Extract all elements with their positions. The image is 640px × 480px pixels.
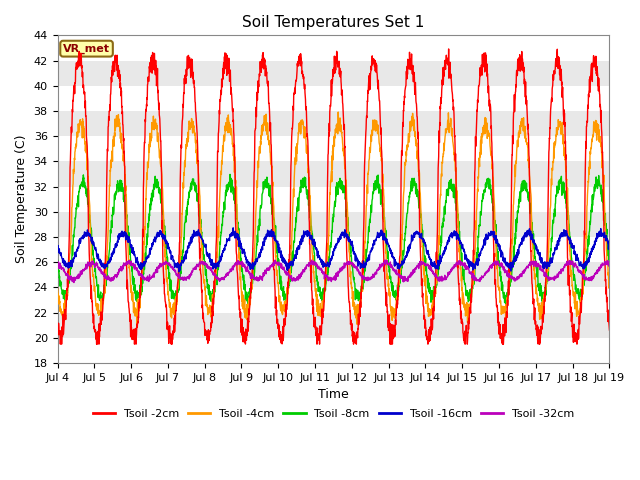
Bar	[58, 111, 609, 136]
Bar	[58, 187, 609, 212]
Y-axis label: Soil Temperature (C): Soil Temperature (C)	[15, 135, 28, 264]
Bar	[58, 237, 609, 262]
Bar	[58, 60, 609, 86]
Bar	[58, 312, 609, 338]
X-axis label: Time: Time	[318, 388, 349, 401]
Bar	[58, 212, 609, 237]
Text: VR_met: VR_met	[63, 44, 110, 54]
Bar	[58, 262, 609, 288]
Bar	[58, 36, 609, 60]
Bar	[58, 136, 609, 161]
Legend: Tsoil -2cm, Tsoil -4cm, Tsoil -8cm, Tsoil -16cm, Tsoil -32cm: Tsoil -2cm, Tsoil -4cm, Tsoil -8cm, Tsoi…	[88, 404, 579, 423]
Bar	[58, 86, 609, 111]
Bar	[58, 338, 609, 363]
Title: Soil Temperatures Set 1: Soil Temperatures Set 1	[243, 15, 425, 30]
Bar	[58, 288, 609, 312]
Bar	[58, 161, 609, 187]
